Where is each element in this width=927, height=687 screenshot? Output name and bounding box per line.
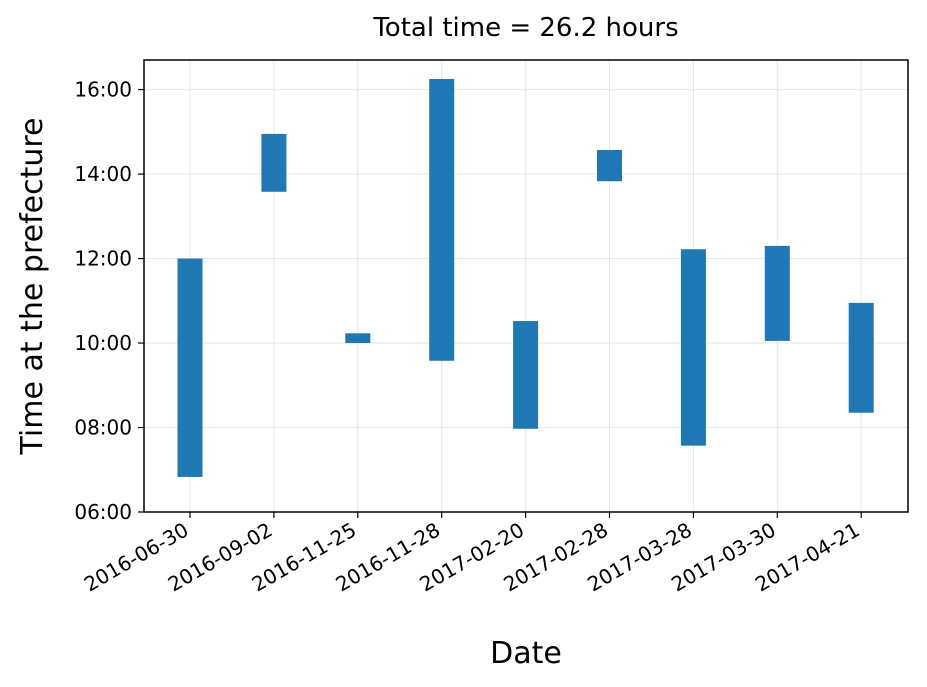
y-axis-label: Time at the prefecture <box>15 117 50 455</box>
bar <box>597 149 622 182</box>
y-tick-label: 16:00 <box>74 78 132 102</box>
bar <box>345 333 371 344</box>
chart-title: Total time = 26.2 hours <box>372 13 678 43</box>
y-tick-label: 12:00 <box>74 247 132 271</box>
x-axis-label: Date <box>490 636 562 671</box>
bar <box>513 321 539 429</box>
x-axis: 2016-06-302016-09-022016-11-252016-11-28… <box>80 512 864 596</box>
bar <box>680 249 706 446</box>
bar <box>764 245 790 341</box>
grid <box>144 60 908 513</box>
bars <box>177 79 874 477</box>
bar <box>261 133 287 192</box>
bar <box>848 302 874 413</box>
bar <box>429 79 455 361</box>
bar <box>177 258 203 477</box>
y-axis: 06:00 08:00 10:00 12:00 14:00 16:00 <box>74 78 144 524</box>
y-tick-label: 08:00 <box>74 416 132 440</box>
y-tick-label: 10:00 <box>74 331 132 355</box>
y-tick-label: 14:00 <box>74 162 132 186</box>
y-tick-label: 06:00 <box>74 500 132 524</box>
